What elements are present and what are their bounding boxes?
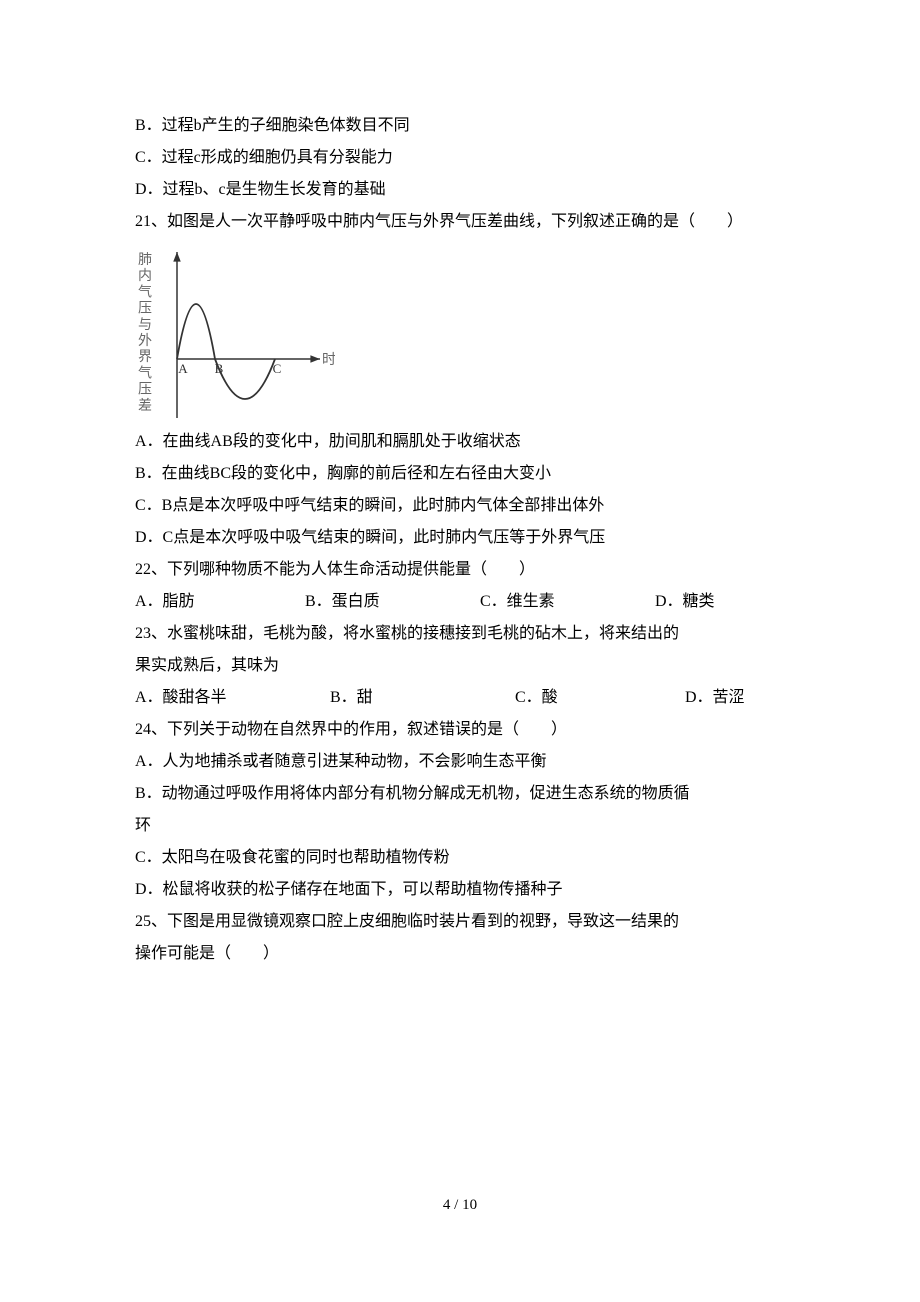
svg-text:与: 与 bbox=[138, 317, 152, 333]
q24-option-d: D．松鼠将收获的松子储存在地面下，可以帮助植物传播种子 bbox=[135, 874, 795, 906]
q24-option-b-line1: B．动物通过呼吸作用将体内部分有机物分解成无机物，促进生态系统的物质循 bbox=[135, 778, 795, 810]
q24-option-b-line2: 环 bbox=[135, 810, 795, 842]
q21-option-b: B．在曲线BC段的变化中，胸廓的前后径和左右径由大变小 bbox=[135, 458, 795, 490]
q24-option-a: A．人为地捕杀或者随意引进某种动物，不会影响生态平衡 bbox=[135, 746, 795, 778]
svg-text:气: 气 bbox=[138, 284, 152, 300]
q22-stem: 22、下列哪种物质不能为人体生命活动提供能量（ ） bbox=[135, 554, 795, 586]
q22-option-d: D．糖类 bbox=[655, 586, 795, 618]
q20-option-b: B．过程b产生的子细胞染色体数目不同 bbox=[135, 110, 795, 142]
svg-text:内: 内 bbox=[138, 268, 152, 284]
q21-option-c: C．B点是本次呼吸中呼气结束的瞬间，此时肺内气体全部排出体外 bbox=[135, 490, 795, 522]
svg-text:A: A bbox=[178, 361, 188, 376]
page-number: 4 / 10 bbox=[0, 1190, 920, 1220]
q22-option-c: C．维生素 bbox=[480, 586, 655, 618]
q22-options-row: A．脂肪 B．蛋白质 C．维生素 D．糖类 bbox=[135, 586, 795, 618]
q25-stem-line1: 25、下图是用显微镜观察口腔上皮细胞临时装片看到的视野，导致这一结果的 bbox=[135, 906, 795, 938]
q23-option-c: C．酸 bbox=[515, 682, 685, 714]
q22-option-a: A．脂肪 bbox=[135, 586, 305, 618]
q23-option-d: D．苦涩 bbox=[685, 682, 795, 714]
svg-text:气: 气 bbox=[138, 365, 152, 381]
svg-text:C: C bbox=[273, 361, 282, 376]
svg-text:外: 外 bbox=[138, 333, 152, 349]
q25-stem-line2: 操作可能是（ ） bbox=[135, 938, 795, 970]
svg-text:B: B bbox=[215, 361, 224, 376]
q23-stem-line1: 23、水蜜桃味甜，毛桃为酸，将水蜜桃的接穗接到毛桃的砧木上，将来结出的 bbox=[135, 618, 795, 650]
q22-option-b: B．蛋白质 bbox=[305, 586, 480, 618]
q23-stem-line2: 果实成熟后，其味为 bbox=[135, 650, 795, 682]
svg-text:时间: 时间 bbox=[322, 352, 335, 368]
q21-option-a: A．在曲线AB段的变化中，肋间肌和膈肌处于收缩状态 bbox=[135, 426, 795, 458]
q23-option-a: A．酸甜各半 bbox=[135, 682, 330, 714]
q20-option-d: D．过程b、c是生物生长发育的基础 bbox=[135, 174, 795, 206]
q24-stem: 24、下列关于动物在自然界中的作用，叙述错误的是（ ） bbox=[135, 714, 795, 746]
q21-graph: 肺内气压与外界气压差时间ABC bbox=[135, 244, 795, 424]
q23-options-row: A．酸甜各半 B．甜 C．酸 D．苦涩 bbox=[135, 682, 795, 714]
svg-text:界: 界 bbox=[138, 350, 152, 365]
svg-text:压: 压 bbox=[138, 383, 152, 398]
q21-option-d: D．C点是本次呼吸中吸气结束的瞬间，此时肺内气压等于外界气压 bbox=[135, 522, 795, 554]
svg-text:肺: 肺 bbox=[138, 252, 152, 268]
q24-option-c: C．太阳鸟在吸食花蜜的同时也帮助植物传粉 bbox=[135, 842, 795, 874]
q21-stem: 21、如图是人一次平静呼吸中肺内气压与外界气压差曲线，下列叙述正确的是（ ） bbox=[135, 206, 795, 238]
q23-option-b: B．甜 bbox=[330, 682, 515, 714]
svg-text:差: 差 bbox=[138, 398, 152, 414]
q20-option-c: C．过程c形成的细胞仍具有分裂能力 bbox=[135, 142, 795, 174]
q21-graph-svg: 肺内气压与外界气压差时间ABC bbox=[135, 244, 335, 424]
svg-text:压: 压 bbox=[138, 302, 152, 317]
